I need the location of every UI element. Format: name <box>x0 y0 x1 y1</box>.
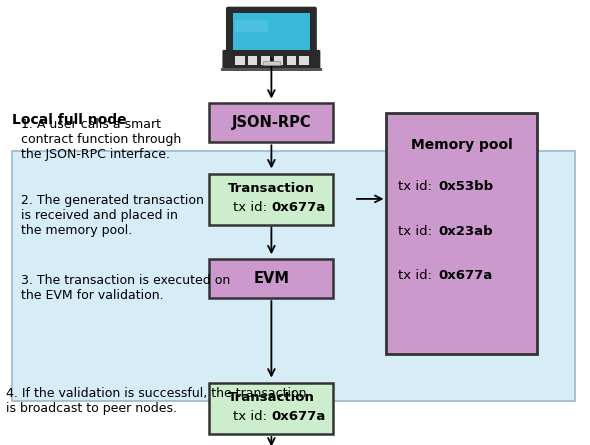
FancyBboxPatch shape <box>209 103 333 142</box>
FancyBboxPatch shape <box>226 7 317 57</box>
Bar <box>221 68 322 71</box>
Text: Transaction: Transaction <box>228 391 315 404</box>
FancyBboxPatch shape <box>209 383 333 434</box>
Bar <box>248 62 257 65</box>
FancyBboxPatch shape <box>209 259 333 298</box>
Bar <box>261 62 270 65</box>
Bar <box>274 56 283 59</box>
Bar <box>274 59 283 62</box>
Text: tx id:: tx id: <box>398 225 437 238</box>
Bar <box>235 56 245 59</box>
Bar <box>261 56 270 59</box>
Bar <box>299 56 309 59</box>
Bar <box>287 59 296 62</box>
Bar <box>248 59 257 62</box>
Text: 0x23ab: 0x23ab <box>438 225 493 238</box>
Bar <box>261 59 270 62</box>
Bar <box>233 13 310 50</box>
Text: 3. The transaction is executed on
the EVM for validation.: 3. The transaction is executed on the EV… <box>21 274 230 302</box>
Text: Local full node: Local full node <box>12 113 126 127</box>
Text: tx id:: tx id: <box>233 410 271 423</box>
Text: tx id:: tx id: <box>398 269 437 283</box>
Bar <box>235 59 245 62</box>
Bar <box>274 62 283 65</box>
Text: Memory pool: Memory pool <box>411 138 513 152</box>
Bar <box>299 62 309 65</box>
FancyBboxPatch shape <box>209 174 333 225</box>
FancyBboxPatch shape <box>222 50 320 69</box>
Text: 1. A user calls a smart
contract function through
the JSON-RPC interface.: 1. A user calls a smart contract functio… <box>21 118 181 161</box>
Text: 0x53bb: 0x53bb <box>438 180 493 194</box>
Text: EVM: EVM <box>253 271 290 286</box>
Text: tx id:: tx id: <box>233 201 271 214</box>
Bar <box>287 56 296 59</box>
Text: 2. The generated transaction
is received and placed in
the memory pool.: 2. The generated transaction is received… <box>21 194 204 237</box>
Bar <box>263 61 280 65</box>
Bar <box>235 62 245 65</box>
Text: 0x677a: 0x677a <box>271 410 326 423</box>
Text: 4. If the validation is successful, the transaction
is broadcast to peer nodes.: 4. If the validation is successful, the … <box>6 387 306 415</box>
Bar <box>299 59 309 62</box>
Text: JSON-RPC: JSON-RPC <box>232 115 311 130</box>
FancyBboxPatch shape <box>235 20 268 32</box>
Bar <box>287 62 296 65</box>
Text: tx id:: tx id: <box>398 180 437 194</box>
FancyBboxPatch shape <box>386 113 537 354</box>
Bar <box>248 56 257 59</box>
Text: 0x677a: 0x677a <box>438 269 493 283</box>
Text: Transaction: Transaction <box>228 182 315 194</box>
Text: 0x677a: 0x677a <box>271 201 326 214</box>
FancyBboxPatch shape <box>12 151 575 400</box>
